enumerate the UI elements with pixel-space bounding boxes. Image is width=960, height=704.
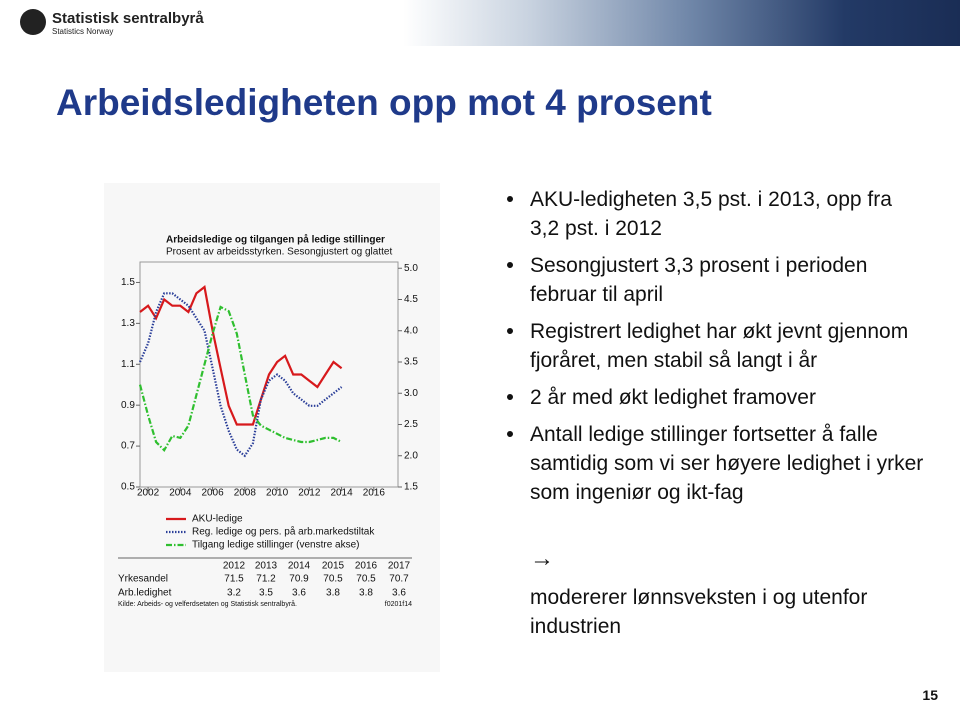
table-header: 2015 <box>322 561 345 572</box>
logo-icon <box>20 9 46 35</box>
y-tick-label: 0.9 <box>121 400 135 411</box>
table-header: 2014 <box>288 561 311 572</box>
table-cell: 71.2 <box>256 574 276 585</box>
bullet: 2 år med økt ledighet framover <box>505 383 925 412</box>
legend-label: Reg. ledige og pers. på arb.markedstilta… <box>192 526 375 538</box>
table-cell: 70.5 <box>323 574 343 585</box>
conclusion: modererer lønnsveksten i og utenfor indu… <box>530 586 868 638</box>
chart: Arbeidsledige og tilgangen på ledige sti… <box>104 183 440 672</box>
y2-tick-label: 2.0 <box>404 450 418 461</box>
table-cell: 70.7 <box>389 574 409 585</box>
x-tick-label: 2014 <box>330 488 353 499</box>
chart-subtitle: Prosent av arbeidsstyrken. Sesongjustert… <box>166 247 392 258</box>
table-header: 2017 <box>388 561 411 572</box>
table-cell: 70.5 <box>356 574 376 585</box>
chart-title: Arbeidsledige og tilgangen på ledige sti… <box>166 234 385 246</box>
y-tick-label: 0.5 <box>121 482 135 493</box>
bullet: AKU-ledigheten 3,5 pst. i 2013, opp fra … <box>505 185 925 243</box>
y-tick-label: 1.3 <box>121 318 135 329</box>
y-tick-label: 0.7 <box>121 441 135 452</box>
chart-code: f0201f14 <box>385 601 412 608</box>
source: Kilde: Arbeids- og velferdsetaten og Sta… <box>118 600 297 608</box>
header-banner <box>0 0 960 46</box>
x-tick-label: 2004 <box>169 488 192 499</box>
table-header: 2012 <box>223 561 246 572</box>
x-tick-label: 2016 <box>363 488 386 499</box>
y2-tick-label: 3.5 <box>404 357 418 368</box>
table-cell: 70.9 <box>289 574 309 585</box>
series-line <box>138 305 343 453</box>
table-cell: 3.8 <box>326 588 340 599</box>
table-row-label: Arb.ledighet <box>118 588 172 599</box>
y2-tick-label: 1.5 <box>404 482 418 493</box>
x-tick-label: 2002 <box>137 488 160 499</box>
table-row-label: Yrkesandel <box>118 574 168 585</box>
table-cell: 3.2 <box>227 588 241 599</box>
series-line <box>139 285 343 426</box>
bullet: Sesongjustert 3,3 prosent i perioden feb… <box>505 251 925 309</box>
bullet-list: AKU-ledigheten 3,5 pst. i 2013, opp fra … <box>505 185 925 515</box>
series-line <box>138 292 343 458</box>
logo-subtitle: Statistics Norway <box>52 27 114 36</box>
table-header: 2013 <box>255 561 278 572</box>
table-cell: 3.6 <box>392 588 406 599</box>
x-tick-label: 2006 <box>201 488 224 499</box>
bullet: Antall ledige stillinger fortsetter å fa… <box>505 420 925 507</box>
y-tick-label: 1.1 <box>121 359 135 370</box>
arrow: → <box>530 545 554 572</box>
x-tick-label: 2010 <box>266 488 289 499</box>
y-tick-label: 1.5 <box>121 277 135 288</box>
bullet: Registrert ledighet har økt jevnt gjenno… <box>505 317 925 375</box>
table-cell: 3.6 <box>292 588 306 599</box>
logo-name: Statistisk sentralbyrå <box>52 10 204 27</box>
y2-tick-label: 2.5 <box>404 419 418 430</box>
y2-tick-label: 5.0 <box>404 263 418 274</box>
legend-label: AKU-ledige <box>192 514 243 525</box>
legend-label: Tilgang ledige stillinger (venstre akse) <box>192 540 360 551</box>
table-cell: 3.8 <box>359 588 373 599</box>
y2-tick-label: 3.0 <box>404 388 418 399</box>
table-header: 2016 <box>355 561 378 572</box>
y2-tick-label: 4.0 <box>404 325 418 336</box>
table-cell: 3.5 <box>259 588 273 599</box>
page-number: 15 <box>922 687 938 703</box>
x-tick-label: 2012 <box>298 488 321 499</box>
plot-area <box>139 261 399 488</box>
table-cell: 71.5 <box>224 574 244 585</box>
x-tick-label: 2008 <box>234 488 257 499</box>
y2-tick-label: 4.5 <box>404 294 418 305</box>
slide-title: Arbeidsledigheten opp mot 4 prosent <box>56 82 712 123</box>
